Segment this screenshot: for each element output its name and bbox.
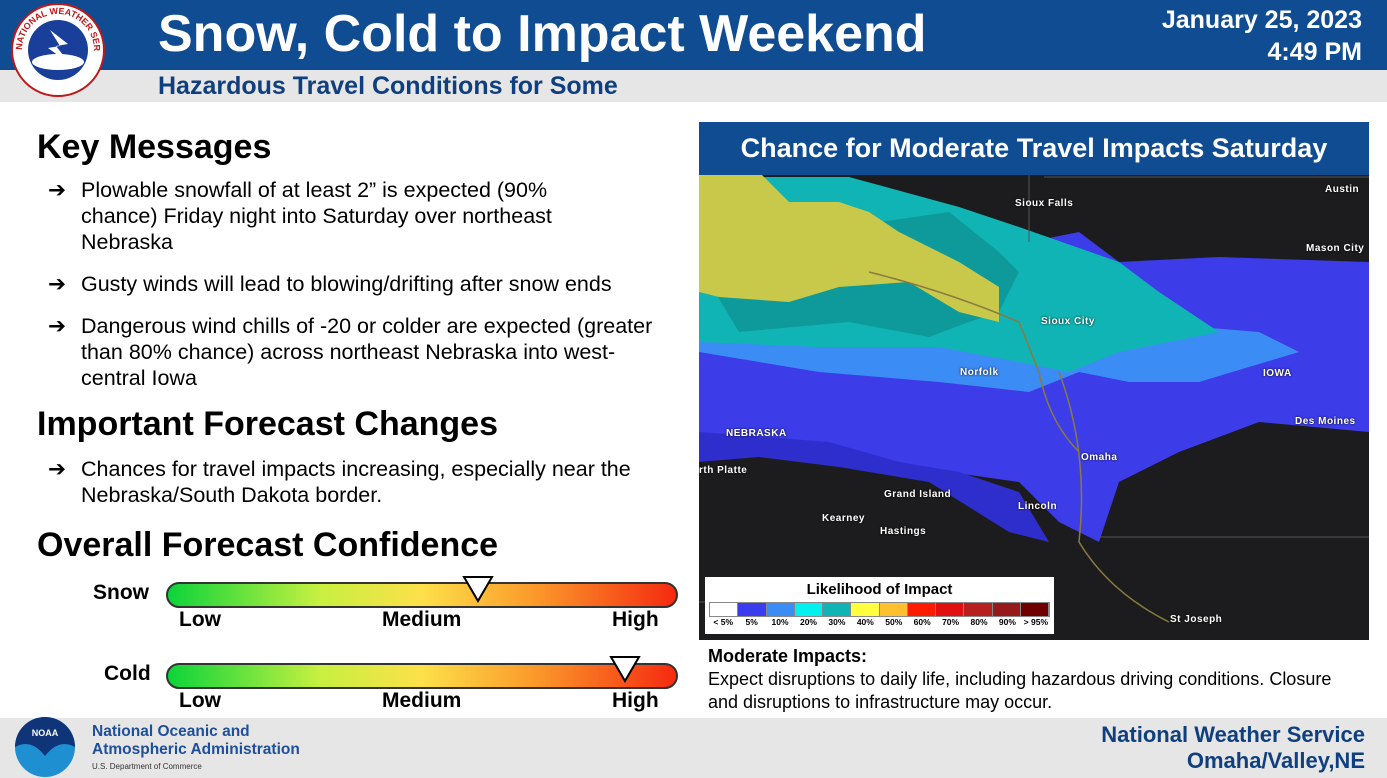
subtitle-bar [0,70,1387,102]
map-title: Chance for Moderate Travel Impacts Satur… [699,122,1369,175]
snow-low-label: Low [179,608,221,631]
legend-swatch [936,603,965,616]
nws-logo: NATIONAL WEATHER SERVICE [10,2,105,97]
legend-label: 70% [942,617,960,627]
arrow-icon: ➔ [48,314,67,338]
legend-swatch [851,603,880,616]
map-label-sioux-falls: Sioux Falls [1015,198,1074,209]
page-title: Snow, Cold to Impact Weekend [158,5,927,63]
dept-commerce: U.S. Department of Commerce [92,762,202,771]
map-label-st-joseph: St Joseph [1170,614,1223,625]
legend-swatch [907,603,936,616]
legend-swatch [879,603,908,616]
impacts-text: Expect disruptions to daily life, includ… [708,669,1332,712]
snow-medium-label: Medium [382,608,462,631]
cold-medium-label: Medium [382,689,462,712]
legend-label: > 95% [1023,617,1049,627]
map-legend: Likelihood of Impact < 5% 5% 10% 20% 30% 40% 5… [705,577,1054,634]
cold-high-label: High [612,689,659,712]
map-label-austin: Austin [1325,184,1360,195]
issued-datetime: January 25, 2023 4:49 PM [1162,4,1362,68]
legend-label: 5% [745,617,758,627]
legend-swatch [992,603,1021,616]
legend-label: 40% [856,617,874,627]
map-label-north-platte: rth Platte [699,465,748,476]
legend-label: 80% [970,617,988,627]
noaa-logo: NOAA [15,717,75,777]
legend-label: < 5% [713,617,734,627]
legend-label: 10% [771,617,789,627]
arrow-icon: ➔ [48,457,67,481]
key-message: ➔ Dangerous wind chills of -20 or colder … [48,314,653,390]
legend-swatch [964,603,993,616]
map-label-grand-island: Grand Island [884,489,952,500]
legend-title: Likelihood of Impact [806,581,953,598]
noaa-name: National Oceanic and Atmospheric Administ… [92,723,300,758]
legend-label: 60% [913,617,931,627]
map-label-kearney: Kearney [822,513,865,524]
legend-label: 90% [998,617,1016,627]
map-label-mason-city: Mason City [1306,243,1365,254]
snow-label: Snow [93,581,149,604]
noaa-logo-text: NOAA [32,728,59,738]
key-message: ➔ Gusty winds will lead to blowing/drifti… [48,272,612,296]
cold-confidence-marker [609,656,641,683]
impact-map[interactable]: Chance for Moderate Travel Impacts Satur… [699,122,1369,640]
map-label-nebraska: NEBRASKA [726,428,787,439]
header-bar [0,0,1387,70]
map-label-sioux-city: Sioux City [1041,316,1095,327]
legend-labels: < 5% 5% 10% 20% 30% 40% 50% 60% 70% 80% 90% > 95% [709,617,1050,627]
map-label-des-moines: Des Moines [1295,416,1356,427]
key-messages-heading: Key Messages [37,128,272,166]
legend-label: 50% [885,617,903,627]
key-message: ➔ Plowable snowfall of at least 2” is exp… [48,178,552,254]
legend-swatch [823,603,852,616]
legend-label: 30% [828,617,846,627]
cold-confidence-bar [166,663,678,689]
legend-swatches [709,602,1050,617]
legend-swatch [710,603,739,616]
forecast-change: ➔ Chances for travel impacts increasing, … [48,457,631,507]
arrow-icon: ➔ [48,272,67,296]
snow-confidence-bar [166,582,678,608]
footer [0,718,1387,778]
legend-label: 20% [799,617,817,627]
nws-office: National Weather Service Omaha/Valley,NE [1101,722,1365,773]
page-subtitle: Hazardous Travel Conditions for Some [158,72,618,100]
cold-label: Cold [104,662,151,685]
legend-swatch [766,603,795,616]
legend-swatch [794,603,823,616]
map-label-lincoln: Lincoln [1018,501,1058,512]
cold-low-label: Low [179,689,221,712]
map-label-omaha: Omaha [1081,452,1118,463]
impacts-heading: Moderate Impacts: [708,646,868,666]
impact-map-shading [699,122,1369,623]
issued-date: January 25, 2023 [1161,6,1362,34]
map-label-iowa: IOWA [1263,368,1292,379]
forecast-changes-heading: Important Forecast Changes [37,405,498,443]
legend-swatch [738,603,767,616]
snow-confidence-marker [462,576,494,603]
map-label-hastings: Hastings [880,526,927,537]
map-label-norfolk: Norfolk [960,367,999,378]
issued-time: 4:49 PM [1267,38,1362,66]
arrow-icon: ➔ [48,178,67,202]
confidence-heading: Overall Forecast Confidence [37,526,499,564]
snow-high-label: High [612,608,659,631]
legend-swatch [1020,603,1049,616]
impacts-description: Moderate Impacts: Expect disruptions to d… [708,645,1348,714]
